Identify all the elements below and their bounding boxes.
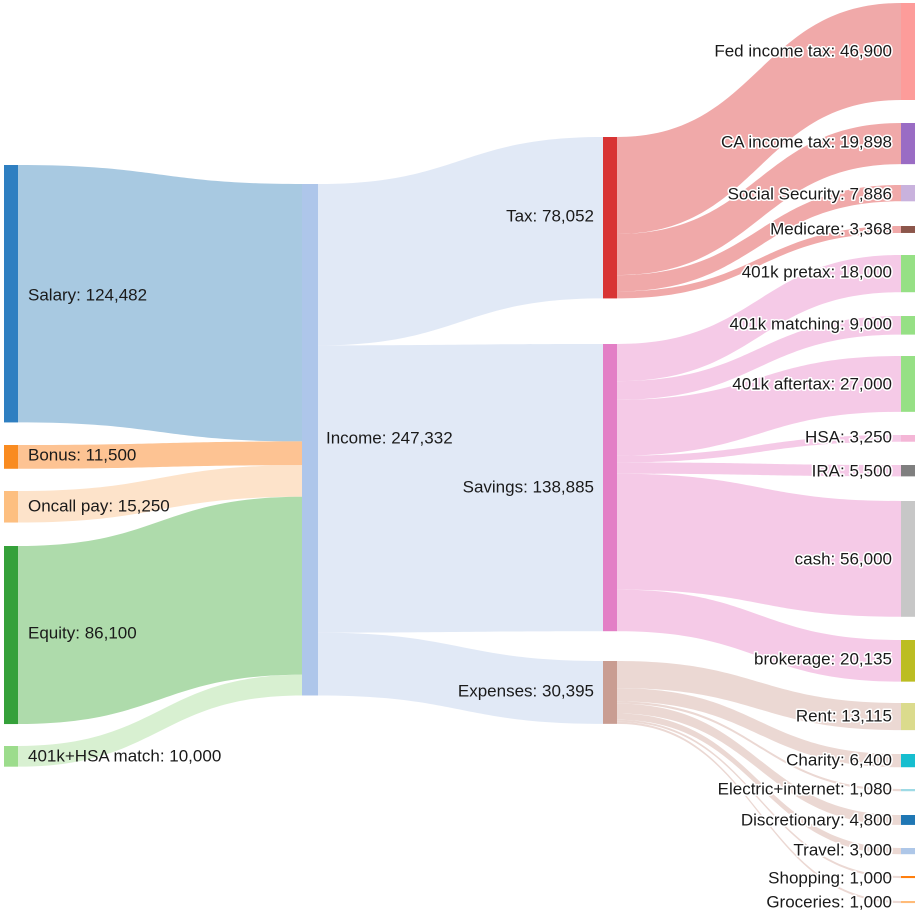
node-label-shopping: Shopping: 1,000 [768, 868, 892, 887]
node-label-cash: cash: 56,000 [795, 549, 892, 568]
node-label-income: Income: 247,332 [326, 428, 453, 447]
node-salary [4, 165, 18, 423]
link-expenses-discretionary [617, 703, 901, 825]
link-equity-income [18, 496, 302, 725]
node-equity [4, 546, 18, 725]
node-label-bonus: Bonus: 11,500 [28, 445, 136, 464]
node-label-savings: Savings: 138,885 [463, 477, 594, 496]
node-rent [901, 703, 915, 731]
node-label-discretionary: Discretionary: 4,800 [741, 810, 892, 829]
node-label-groceries: Groceries: 1,000 [766, 892, 892, 911]
node-label-ca: CA income tax: 19,898 [721, 132, 892, 151]
link-match-income [18, 674, 302, 767]
node-label-charity: Charity: 6,400 [786, 750, 892, 769]
link-income-expenses [318, 632, 603, 724]
node-label-match: 401k+HSA match: 10,000 [28, 746, 221, 765]
link-savings-k401match [617, 316, 901, 400]
node-groceries [901, 901, 915, 904]
node-savings [603, 344, 617, 632]
link-tax-medicare [617, 226, 901, 299]
node-income [302, 184, 318, 696]
node-charity [901, 754, 915, 768]
link-expenses-groceries [617, 721, 901, 904]
node-ss [901, 185, 915, 202]
node-label-k401pre: 401k pretax: 18,000 [742, 262, 892, 281]
node-hsa [901, 435, 915, 442]
node-label-fed: Fed income tax: 46,900 [714, 41, 892, 60]
link-expenses-rent [617, 661, 901, 731]
link-expenses-travel [617, 713, 901, 855]
node-electric [901, 789, 915, 792]
node-k401after [901, 356, 915, 412]
link-expenses-charity [617, 688, 901, 768]
link-savings-brokerage [617, 589, 901, 682]
link-income-tax [318, 137, 603, 346]
node-label-equity: Equity: 86,100 [28, 623, 137, 642]
link-tax-fed [617, 3, 901, 234]
node-label-expenses: Expenses: 30,395 [458, 681, 594, 700]
link-expenses-shopping [617, 719, 901, 879]
link-expenses-electric [617, 701, 901, 792]
node-tax [603, 137, 617, 299]
node-shopping [901, 876, 915, 879]
node-label-hsa: HSA: 3,250 [805, 427, 892, 446]
node-label-k401after: 401k aftertax: 27,000 [732, 374, 892, 393]
node-label-tax: Tax: 78,052 [506, 206, 594, 225]
node-medicare [901, 226, 915, 233]
node-travel [901, 848, 915, 855]
node-label-travel: Travel: 3,000 [793, 840, 892, 859]
node-oncall [4, 491, 18, 523]
link-savings-ira [617, 462, 901, 477]
link-oncall-income [18, 465, 302, 523]
node-cash [901, 501, 915, 617]
node-fed [901, 3, 915, 100]
node-label-brokerage: brokerage: 20,135 [754, 649, 892, 668]
node-bonus [4, 445, 18, 469]
link-tax-ss [617, 185, 901, 292]
nodes-layer [4, 3, 915, 904]
link-tax-ca [617, 123, 901, 276]
node-label-ss: Social Security: 7,886 [728, 184, 892, 203]
node-ca [901, 123, 915, 165]
node-label-oncall: Oncall pay: 15,250 [28, 496, 170, 515]
node-label-k401match: 401k matching: 9,000 [729, 314, 892, 333]
link-savings-k401after [617, 356, 901, 456]
node-label-salary: Salary: 124,482 [28, 285, 147, 304]
link-savings-hsa [617, 435, 901, 463]
node-match [4, 746, 18, 767]
node-label-rent: Rent: 13,115 [796, 706, 892, 725]
node-ira [901, 465, 915, 477]
node-label-ira: IRA: 5,500 [812, 461, 892, 480]
node-label-electric: Electric+internet: 1,080 [718, 779, 892, 798]
node-discretionary [901, 815, 915, 825]
node-k401pre [901, 255, 915, 293]
link-bonus-income [18, 441, 302, 469]
link-income-savings [318, 344, 603, 633]
node-expenses [603, 661, 617, 724]
link-salary-income [18, 165, 302, 442]
links-layer [18, 3, 901, 904]
node-label-medicare: Medicare: 3,368 [770, 219, 892, 238]
node-k401match [901, 316, 915, 335]
link-savings-k401pre [617, 255, 901, 382]
node-brokerage [901, 640, 915, 682]
labels-layer: Salary: 124,482 Bonus: 11,500 Oncall pay: … [28, 40, 894, 913]
link-savings-cash [617, 473, 901, 617]
